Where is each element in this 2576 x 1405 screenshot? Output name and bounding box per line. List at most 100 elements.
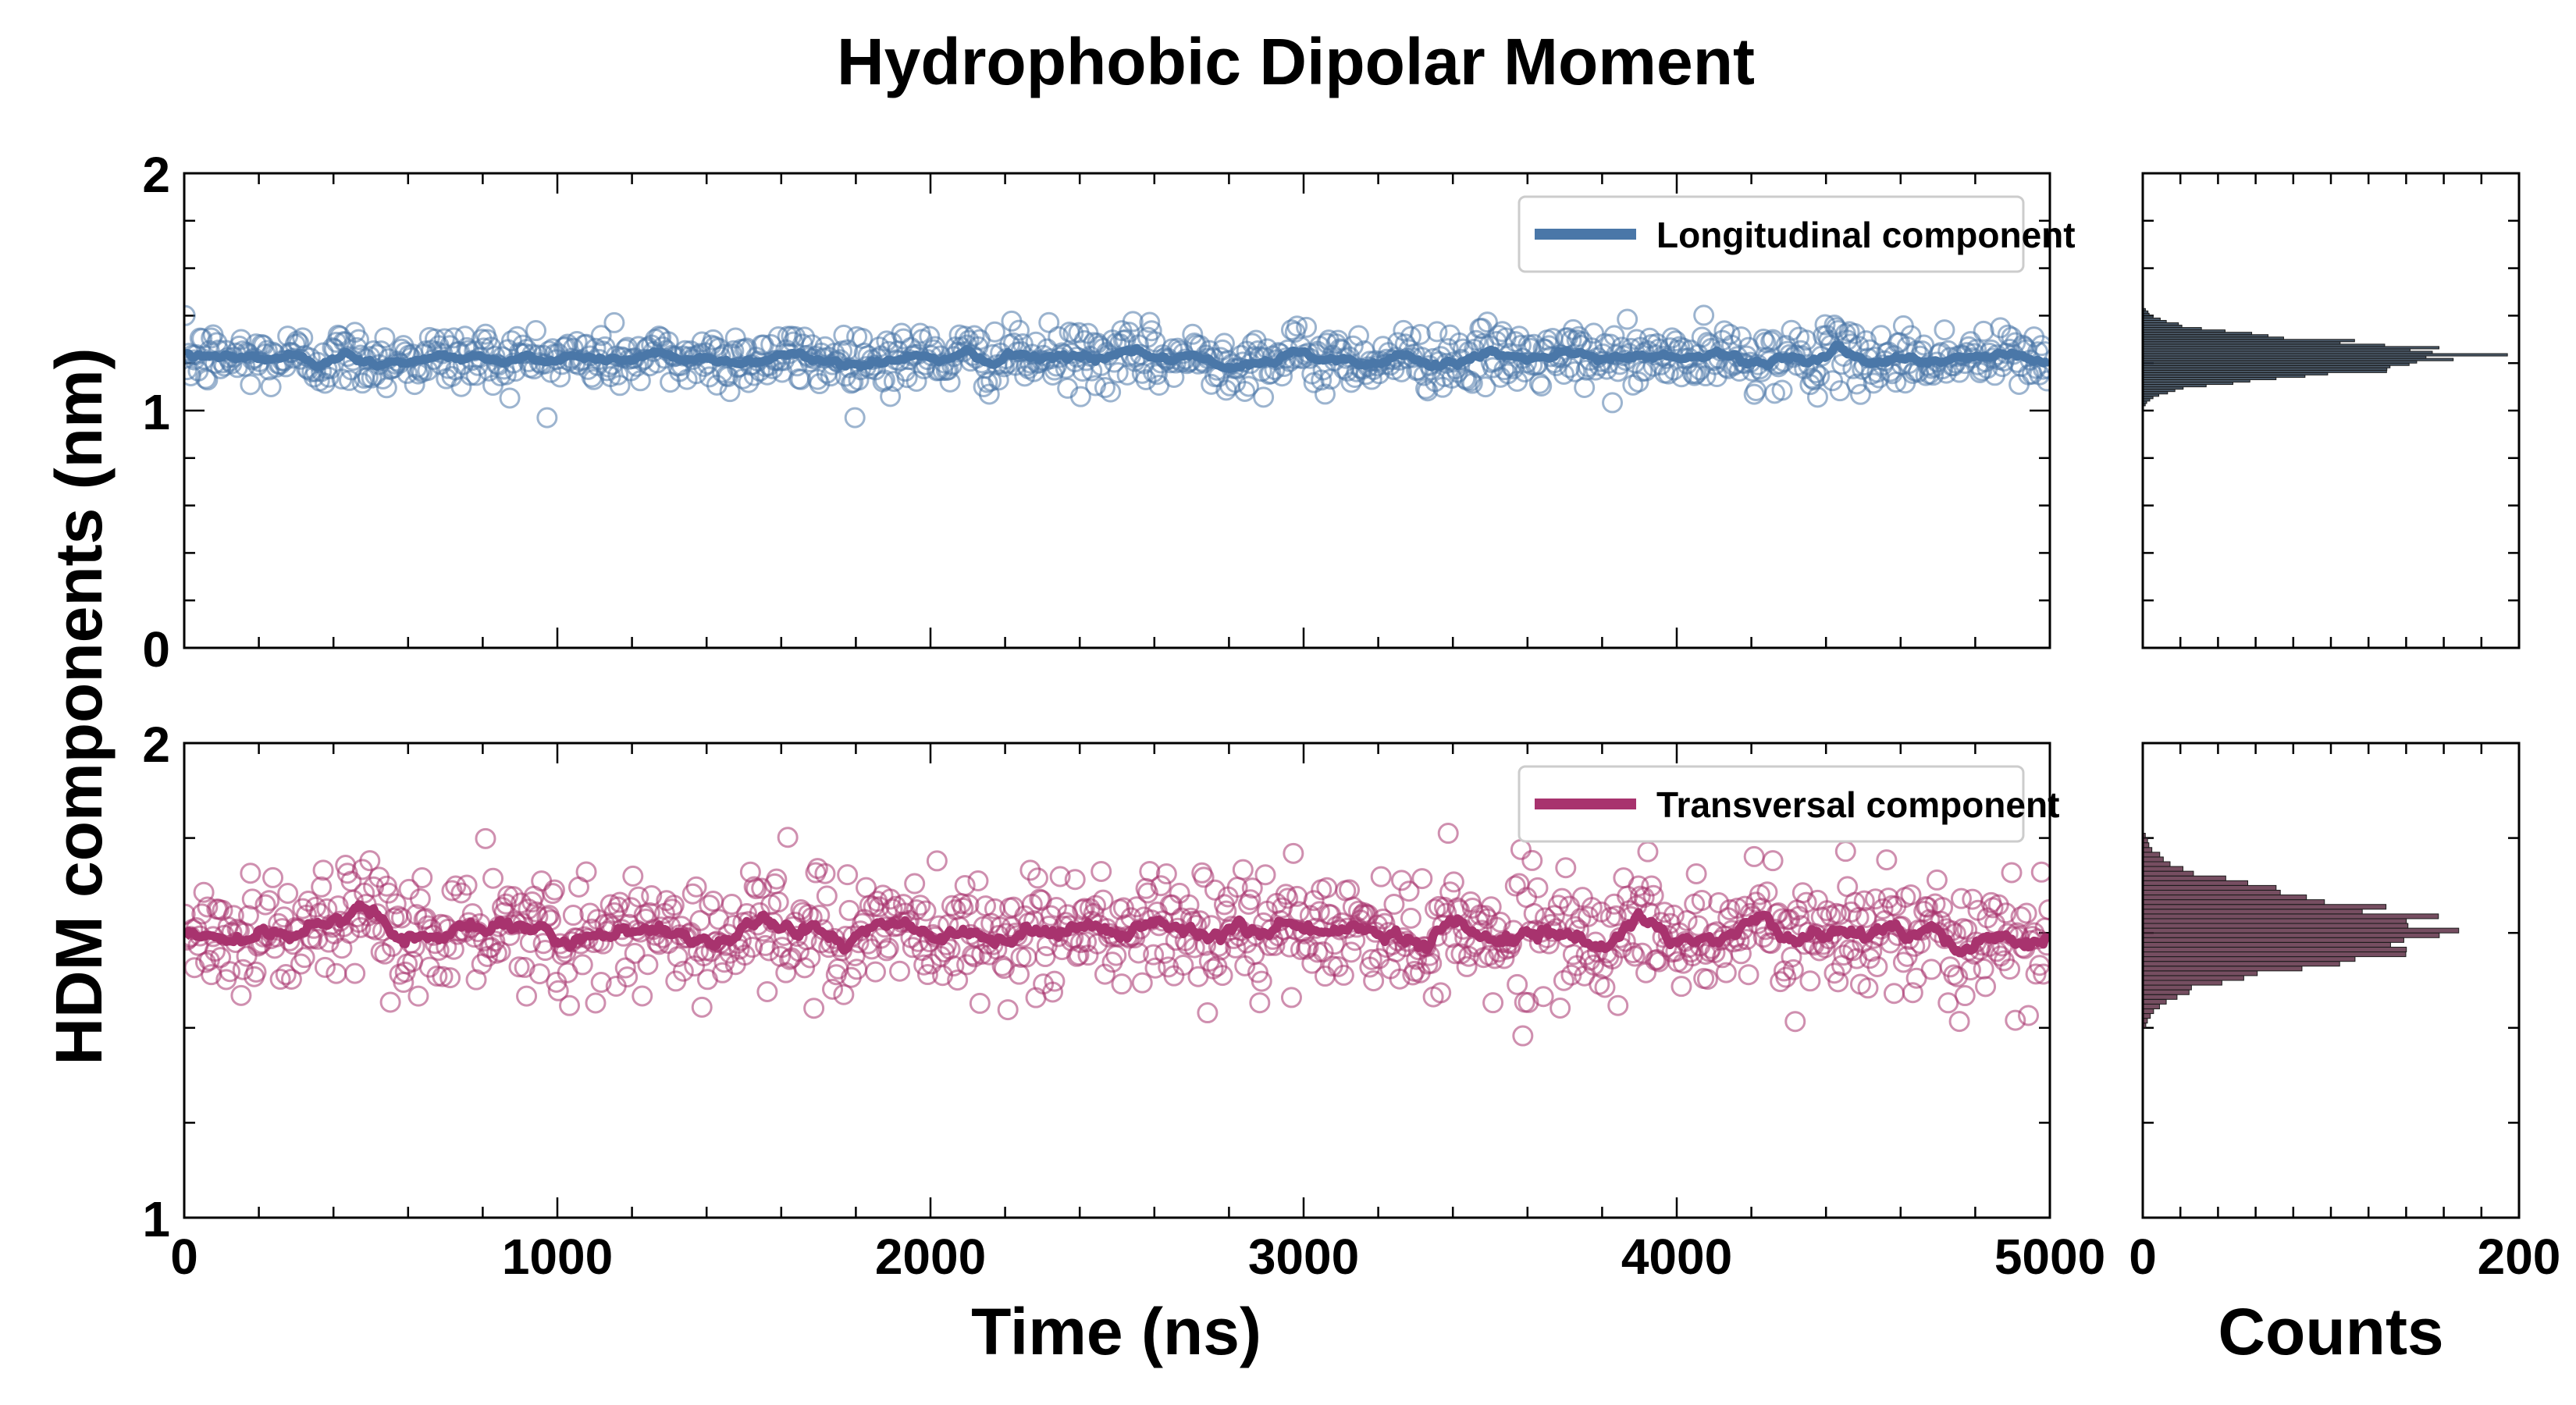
y-tick-label: 1	[142, 384, 170, 440]
data-point	[1637, 841, 1659, 863]
data-point	[1975, 976, 1997, 998]
data-point	[1010, 946, 1032, 968]
data-point	[1617, 308, 1638, 330]
data-point	[629, 370, 651, 392]
data-point	[1695, 943, 1717, 965]
data-point	[378, 882, 400, 904]
data-point	[1400, 907, 1421, 929]
data-point	[314, 956, 336, 978]
histogram-bar	[2142, 1008, 2154, 1015]
data-point	[407, 985, 429, 1007]
data-point	[1363, 970, 1385, 992]
data-point	[590, 325, 612, 347]
data-point	[799, 947, 821, 969]
data-point	[1327, 329, 1349, 351]
data-point	[1042, 981, 1064, 1003]
data-point	[941, 895, 962, 916]
running-average-line	[184, 340, 2050, 374]
data-point	[639, 902, 660, 923]
data-point	[906, 899, 927, 921]
data-point	[963, 325, 985, 347]
data-point	[822, 978, 844, 1000]
data-point	[503, 886, 525, 908]
data-point	[1902, 982, 1923, 1004]
data-point	[637, 954, 659, 976]
data-point	[617, 966, 639, 988]
histogram-bar	[2142, 956, 2356, 962]
data-point	[767, 891, 789, 913]
data-point	[2036, 370, 2050, 392]
data-point	[433, 328, 455, 350]
data-point	[939, 371, 961, 393]
histogram-bar	[2142, 994, 2178, 1000]
data-point	[222, 905, 244, 927]
data-point	[703, 890, 724, 912]
data-point	[667, 946, 688, 968]
x-axis-label: Time (ns)	[971, 1295, 1261, 1368]
data-point	[1234, 380, 1256, 402]
data-point	[720, 894, 742, 916]
histogram-bar	[2142, 951, 2407, 958]
data-point	[237, 905, 259, 927]
data-point	[1962, 888, 1984, 910]
data-point	[230, 984, 252, 1006]
data-point	[1105, 944, 1127, 966]
histogram-bar	[2142, 961, 2340, 967]
data-point	[1973, 958, 1994, 980]
histogram-bar	[2142, 852, 2161, 858]
data-point	[1204, 879, 1226, 901]
data-point	[1009, 319, 1030, 341]
data-point	[1641, 875, 1663, 897]
data-point	[1950, 887, 1972, 909]
data-point	[1920, 959, 1942, 980]
histogram-bar	[2142, 927, 2460, 934]
data-point	[445, 875, 467, 897]
legend-label: Transversal component	[1656, 784, 2059, 825]
data-point	[1693, 304, 1715, 326]
top-histogram-frame	[2141, 172, 2521, 649]
data-point	[1076, 931, 1098, 953]
data-point	[1277, 887, 1299, 909]
data-point	[579, 902, 601, 924]
bottom-series-points	[184, 823, 2050, 1047]
data-point	[219, 961, 241, 983]
data-point	[1696, 969, 1718, 991]
histogram-bar	[2142, 909, 2363, 915]
data-point	[1555, 857, 1577, 879]
data-point	[1995, 902, 2017, 924]
data-point	[1782, 959, 1804, 980]
data-point	[1137, 882, 1158, 904]
data-point	[1781, 946, 1802, 968]
data-point	[1948, 1011, 1970, 1033]
data-point	[536, 407, 558, 429]
data-point	[1251, 970, 1272, 992]
data-point	[1374, 912, 1396, 934]
data-point	[347, 329, 369, 350]
data-point	[1849, 383, 1871, 405]
data-point	[311, 876, 333, 898]
data-point	[1814, 314, 1836, 336]
data-point	[1510, 838, 1532, 860]
data-point	[1178, 894, 1200, 916]
data-point	[624, 942, 646, 964]
data-point	[1570, 908, 1592, 930]
data-point	[1370, 866, 1392, 887]
data-point	[1340, 941, 1362, 963]
data-point	[1564, 361, 1586, 382]
data-point	[1107, 362, 1129, 384]
data-point	[1307, 941, 1329, 963]
histogram-bar	[2142, 904, 2387, 910]
data-point	[1155, 863, 1177, 885]
data-point	[1574, 376, 1596, 398]
data-point	[1799, 970, 1821, 992]
data-point	[904, 873, 926, 895]
data-point	[1507, 973, 1528, 995]
data-point	[1959, 959, 1981, 981]
data-point	[699, 895, 720, 916]
data-point	[1092, 889, 1114, 911]
data-point	[1856, 330, 1877, 352]
data-point	[803, 998, 825, 1019]
data-point	[1091, 860, 1112, 882]
data-point	[1770, 971, 1791, 993]
data-point	[1332, 964, 1354, 986]
